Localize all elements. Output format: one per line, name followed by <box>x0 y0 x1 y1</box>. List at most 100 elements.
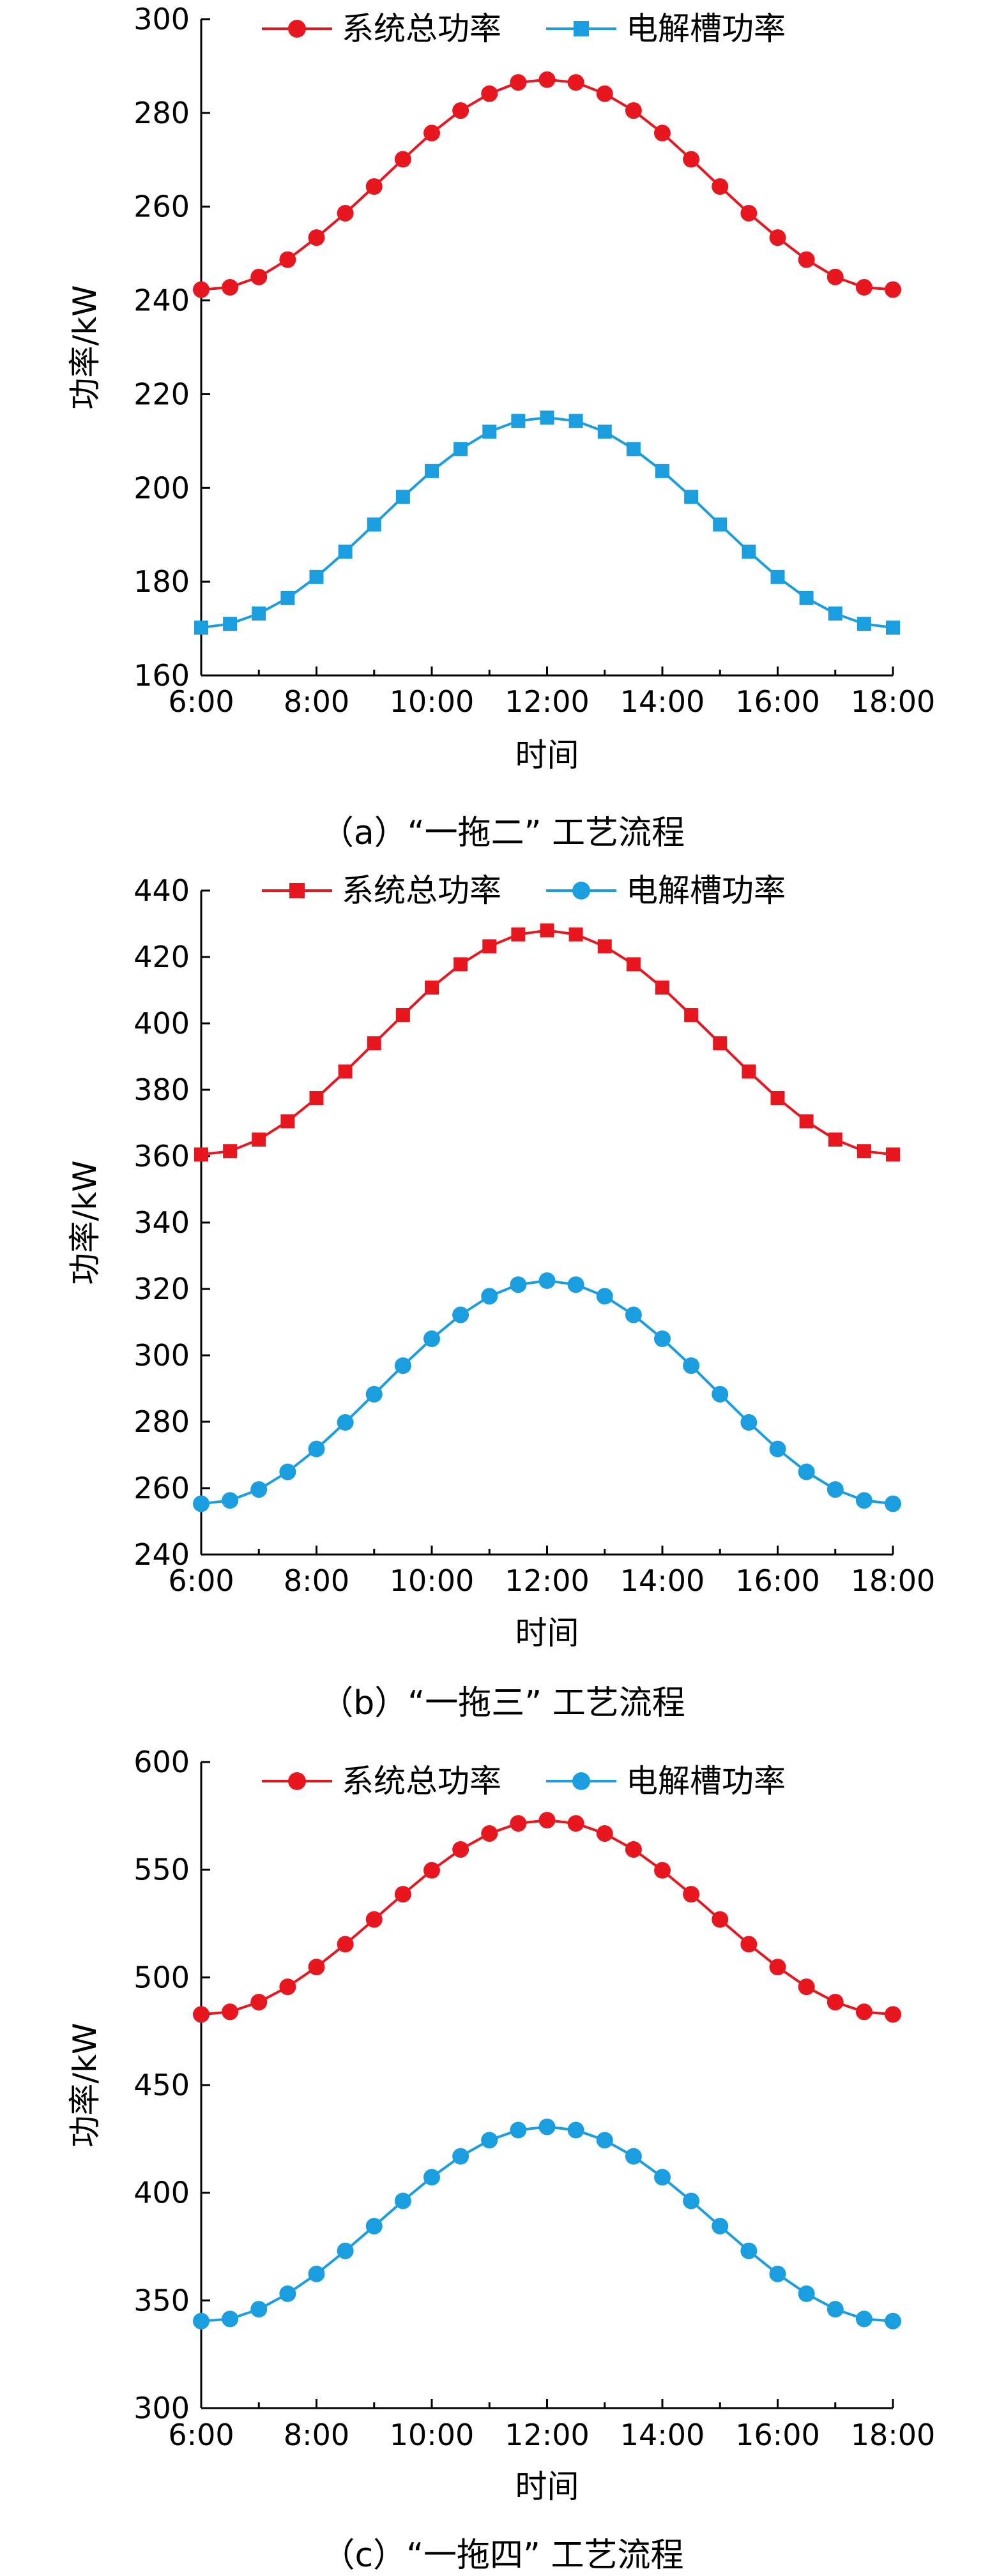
x-tick-label: 8:00 <box>284 2418 349 2452</box>
x-axis-title: 时间 <box>515 737 579 774</box>
data-point <box>597 425 612 439</box>
data-point <box>740 204 758 222</box>
data-point <box>855 279 873 296</box>
data-point <box>510 2121 527 2139</box>
series-line <box>201 416 894 629</box>
x-tick-label: 16:00 <box>735 1563 820 1598</box>
data-point <box>308 2265 325 2282</box>
data-point <box>855 2310 873 2328</box>
y-axis-title: 功率/kW <box>66 2022 103 2147</box>
data-point <box>770 569 785 584</box>
data-point <box>481 2132 498 2149</box>
data-point <box>482 939 497 954</box>
data-point <box>337 1414 354 1431</box>
data-point <box>453 957 468 972</box>
data-point <box>510 74 527 91</box>
data-point <box>742 545 756 559</box>
data-point <box>308 229 325 246</box>
data-point <box>367 1036 381 1051</box>
x-tick-label: 6:00 <box>168 684 234 719</box>
data-point <box>452 102 469 119</box>
y-tick-label: 300 <box>133 2391 190 2425</box>
data-point <box>828 1133 842 1147</box>
x-tick-label: 18:00 <box>851 1563 936 1598</box>
data-point <box>769 229 786 246</box>
data-point <box>481 85 498 102</box>
y-tick-label: 180 <box>133 564 190 599</box>
data-point <box>712 178 729 195</box>
y-tick-label: 600 <box>133 1745 190 1779</box>
data-point <box>194 621 208 635</box>
y-tick-label: 350 <box>133 2283 190 2317</box>
data-point <box>625 1841 642 1858</box>
x-tick-label: 10:00 <box>390 1563 475 1598</box>
y-tick-label: 300 <box>133 1338 190 1373</box>
data-point <box>626 957 641 972</box>
data-point <box>596 85 613 102</box>
data-point <box>567 2121 584 2139</box>
data-point <box>423 2169 440 2186</box>
x-tick-label: 18:00 <box>851 684 936 719</box>
data-point <box>394 1886 411 1903</box>
data-point <box>799 591 814 605</box>
data-point <box>683 1886 700 1903</box>
data-point <box>280 1114 295 1129</box>
data-point <box>338 1064 353 1079</box>
legend-marker <box>288 20 306 38</box>
y-tick-label: 360 <box>133 1139 190 1173</box>
data-point <box>481 1825 498 1842</box>
legend: 系统总功率 电解槽功率 <box>262 872 786 909</box>
x-tick-label: 6:00 <box>168 1563 234 1598</box>
data-point <box>712 2217 729 2234</box>
data-point <box>798 2285 815 2302</box>
data-point <box>425 463 439 478</box>
chart-panel-a: （a）“一拖二” 工艺流程 160 180 200 220 240 260 280 300 6:… <box>66 2 935 852</box>
y-tick-label: 420 <box>133 940 190 974</box>
y-tick-label: 260 <box>133 190 190 224</box>
data-point <box>538 71 556 88</box>
data-point <box>337 2242 354 2259</box>
data-point <box>365 1385 383 1403</box>
y-tick-label: 280 <box>133 96 190 130</box>
data-point <box>252 1133 266 1147</box>
data-point <box>193 281 210 298</box>
y-tick-label: 500 <box>133 1960 190 1994</box>
chart-caption: （b）“一拖三” 工艺流程 <box>320 1684 685 1722</box>
data-point <box>769 2265 786 2282</box>
data-point <box>885 2312 901 2330</box>
data-point <box>252 606 266 621</box>
chart-caption: （c）“一拖四” 工艺流程 <box>322 2536 684 2575</box>
data-point <box>769 1440 786 1457</box>
data-point <box>481 1288 498 1305</box>
data-point <box>596 1825 613 1842</box>
data-point <box>654 2169 671 2186</box>
series-line <box>201 78 894 291</box>
data-point <box>250 1994 268 2011</box>
data-point <box>193 1495 210 1512</box>
data-point <box>684 490 699 504</box>
data-point <box>655 463 669 478</box>
x-tick-label: 6:00 <box>168 2418 234 2452</box>
data-point <box>827 1481 844 1498</box>
data-point <box>193 2006 210 2023</box>
data-point <box>222 2310 239 2328</box>
y-tick-label: 400 <box>133 2176 190 2210</box>
x-axis-title: 时间 <box>515 1615 579 1652</box>
data-point <box>222 1492 239 1509</box>
data-point <box>394 2192 411 2210</box>
data-point <box>567 1276 584 1293</box>
y-tick-label: 240 <box>133 283 190 318</box>
y-tick-label: 440 <box>133 873 190 908</box>
data-point <box>654 1330 671 1347</box>
y-tick-label: 260 <box>133 1471 190 1505</box>
data-point <box>250 2301 268 2318</box>
data-point <box>222 279 239 296</box>
data-point <box>309 569 324 584</box>
chart-panel-c: （c）“一拖四” 工艺流程 300 350 400 450 500 550 600 6:00 8… <box>66 1745 935 2575</box>
data-point <box>538 1812 556 1829</box>
data-point <box>885 2006 901 2023</box>
data-point <box>223 617 238 631</box>
data-point <box>683 2192 700 2210</box>
y-tick-label: 240 <box>133 1537 190 1572</box>
x-tick-label: 12:00 <box>505 684 590 719</box>
